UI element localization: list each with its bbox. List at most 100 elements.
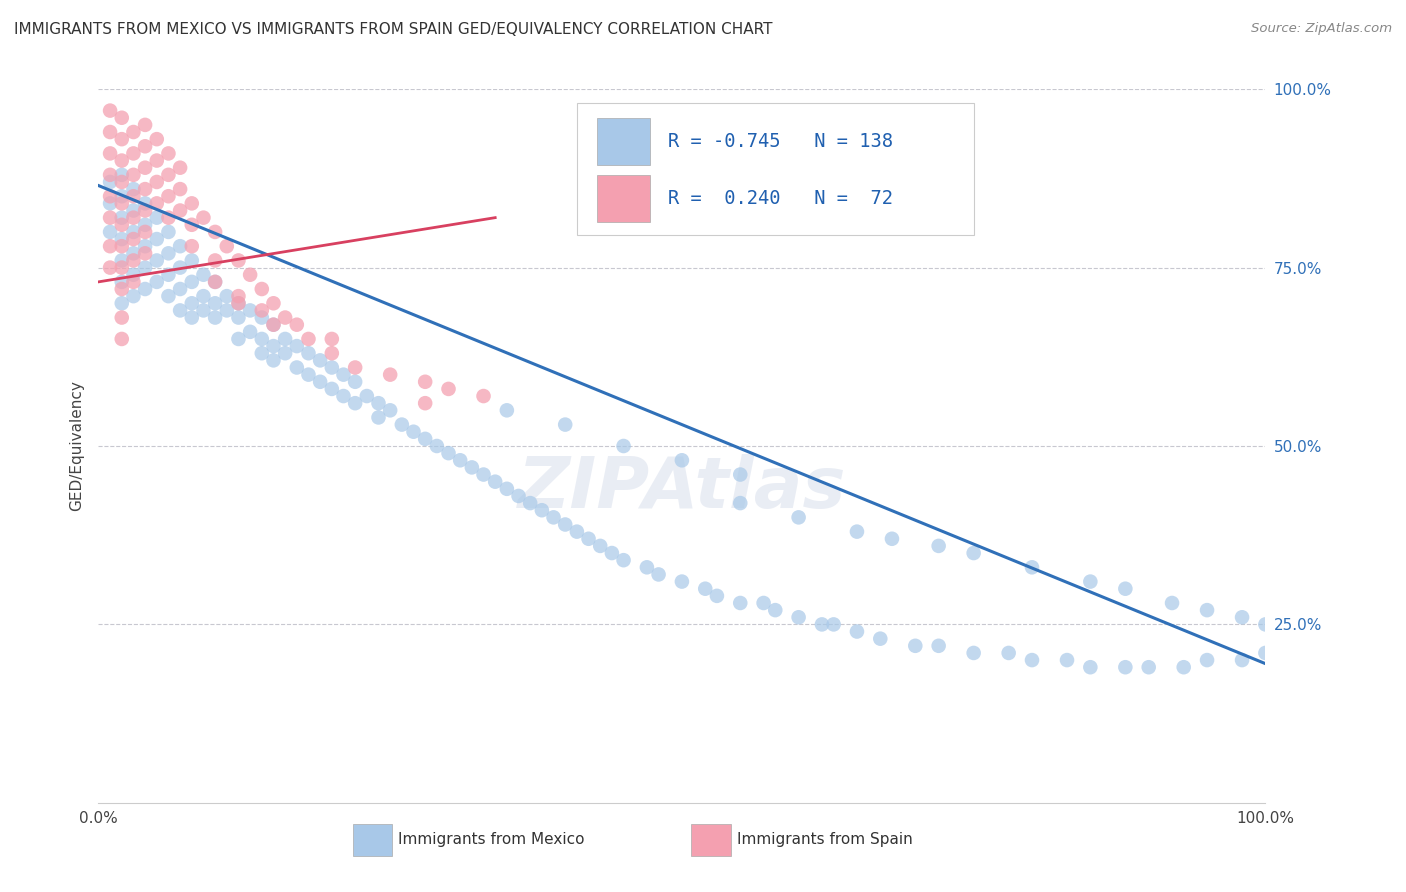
Point [297,368,319,382]
Point [1230,610,1253,624]
Point [98,146,121,161]
Point [413,375,436,389]
Point [134,161,156,175]
Point [134,239,156,253]
Point [122,253,145,268]
Point [1080,574,1102,589]
Point [111,239,134,253]
Point [111,275,134,289]
Point [426,439,449,453]
Point [157,189,180,203]
Point [928,539,950,553]
Point [285,318,308,332]
Point [461,460,484,475]
FancyBboxPatch shape [353,824,392,855]
Point [321,332,343,346]
Point [484,475,506,489]
Text: Source: ZipAtlas.com: Source: ZipAtlas.com [1251,22,1392,36]
Point [122,203,145,218]
Point [274,332,297,346]
Point [146,196,169,211]
Point [228,296,250,310]
Point [111,168,134,182]
FancyBboxPatch shape [576,103,973,235]
Point [613,439,636,453]
Point [285,360,308,375]
Point [250,310,273,325]
Point [1056,653,1078,667]
Point [730,596,752,610]
Point [134,139,156,153]
Point [215,303,238,318]
Point [589,539,612,553]
Point [787,610,810,624]
Point [146,253,169,268]
Point [543,510,565,524]
Point [1021,653,1043,667]
Point [122,225,145,239]
Point [111,310,134,325]
Point [134,196,156,211]
Point [1161,596,1184,610]
Point [204,253,226,268]
Point [508,489,530,503]
Point [169,161,191,175]
Point [332,389,354,403]
Point [1080,660,1102,674]
Point [321,346,343,360]
Point [111,196,134,211]
Point [309,375,332,389]
Point [204,310,226,325]
Point [204,275,226,289]
Point [1254,646,1277,660]
Point [846,524,869,539]
Point [636,560,658,574]
Point [321,382,343,396]
Point [157,168,180,182]
Point [111,253,134,268]
Point [274,310,297,325]
Point [157,225,180,239]
Point [262,339,284,353]
Point [228,332,250,346]
Point [239,303,262,318]
Point [122,268,145,282]
Point [111,296,134,310]
Point [380,368,402,382]
Text: Immigrants from Spain: Immigrants from Spain [737,832,912,847]
Point [1137,660,1160,674]
Point [274,346,297,360]
Point [380,403,402,417]
Point [1195,653,1218,667]
Point [180,218,202,232]
Point [962,646,984,660]
Point [1230,653,1253,667]
Point [111,132,134,146]
Point [122,246,145,260]
Point [98,125,121,139]
Point [157,289,180,303]
Point [98,225,121,239]
Point [880,532,903,546]
Point [193,303,215,318]
Point [180,275,202,289]
Point [122,289,145,303]
Point [250,332,273,346]
Point [204,275,226,289]
Point [554,517,576,532]
Point [928,639,950,653]
Point [578,532,600,546]
Point [146,232,169,246]
Text: IMMIGRANTS FROM MEXICO VS IMMIGRANTS FROM SPAIN GED/EQUIVALENCY CORRELATION CHAR: IMMIGRANTS FROM MEXICO VS IMMIGRANTS FRO… [14,22,772,37]
Point [437,382,460,396]
Point [262,296,284,310]
Point [787,510,810,524]
Point [332,368,354,382]
Point [671,453,693,467]
Point [193,289,215,303]
Point [228,296,250,310]
Point [122,211,145,225]
Point [752,596,775,610]
Point [146,132,169,146]
Point [134,260,156,275]
